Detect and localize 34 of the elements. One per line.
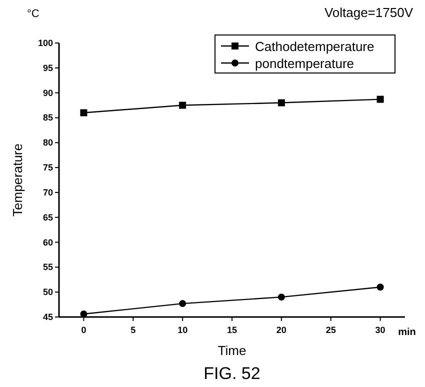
- caption: FIG. 52: [204, 364, 260, 383]
- y-tick-label: 75: [42, 162, 53, 173]
- legend-label: Cathodetemperature: [255, 39, 374, 54]
- x-tick-label: 0: [81, 325, 86, 335]
- y-tick-label: 55: [42, 262, 53, 272]
- y-tick-label: 90: [42, 88, 53, 98]
- y-tick-label: 50: [42, 287, 53, 298]
- x-tick-label: 25: [326, 325, 336, 335]
- y-tick-label: 70: [42, 187, 53, 198]
- y-tick-label: 80: [42, 138, 53, 148]
- x-tick-label: 20: [276, 325, 286, 335]
- y-tick-label: 45: [42, 312, 53, 322]
- point: [376, 96, 384, 103]
- y-tick-label: 95: [42, 62, 53, 73]
- x-axis-title: Time: [218, 343, 246, 358]
- y-tick-label: 85: [42, 112, 53, 123]
- text: min: [398, 327, 416, 338]
- point: [278, 99, 285, 106]
- point: [278, 294, 285, 301]
- point: [376, 284, 384, 291]
- point: [80, 109, 88, 116]
- x-tick-label: 5: [130, 325, 136, 335]
- text: Voltage=1750V: [324, 5, 414, 20]
- y-axis-title: Temperature: [10, 144, 25, 216]
- y-tick-label: 65: [42, 212, 53, 222]
- x-tick-label: 15: [226, 325, 238, 335]
- point: [179, 102, 186, 109]
- x-tick-label: 30: [375, 325, 386, 335]
- legend-label: pondtemperature: [255, 56, 354, 71]
- x-tick-label: 10: [178, 325, 188, 335]
- text: °C: [27, 8, 40, 20]
- point: [179, 300, 186, 308]
- y-tick-label: 60: [42, 237, 53, 248]
- y-tick-label: 100: [38, 38, 53, 48]
